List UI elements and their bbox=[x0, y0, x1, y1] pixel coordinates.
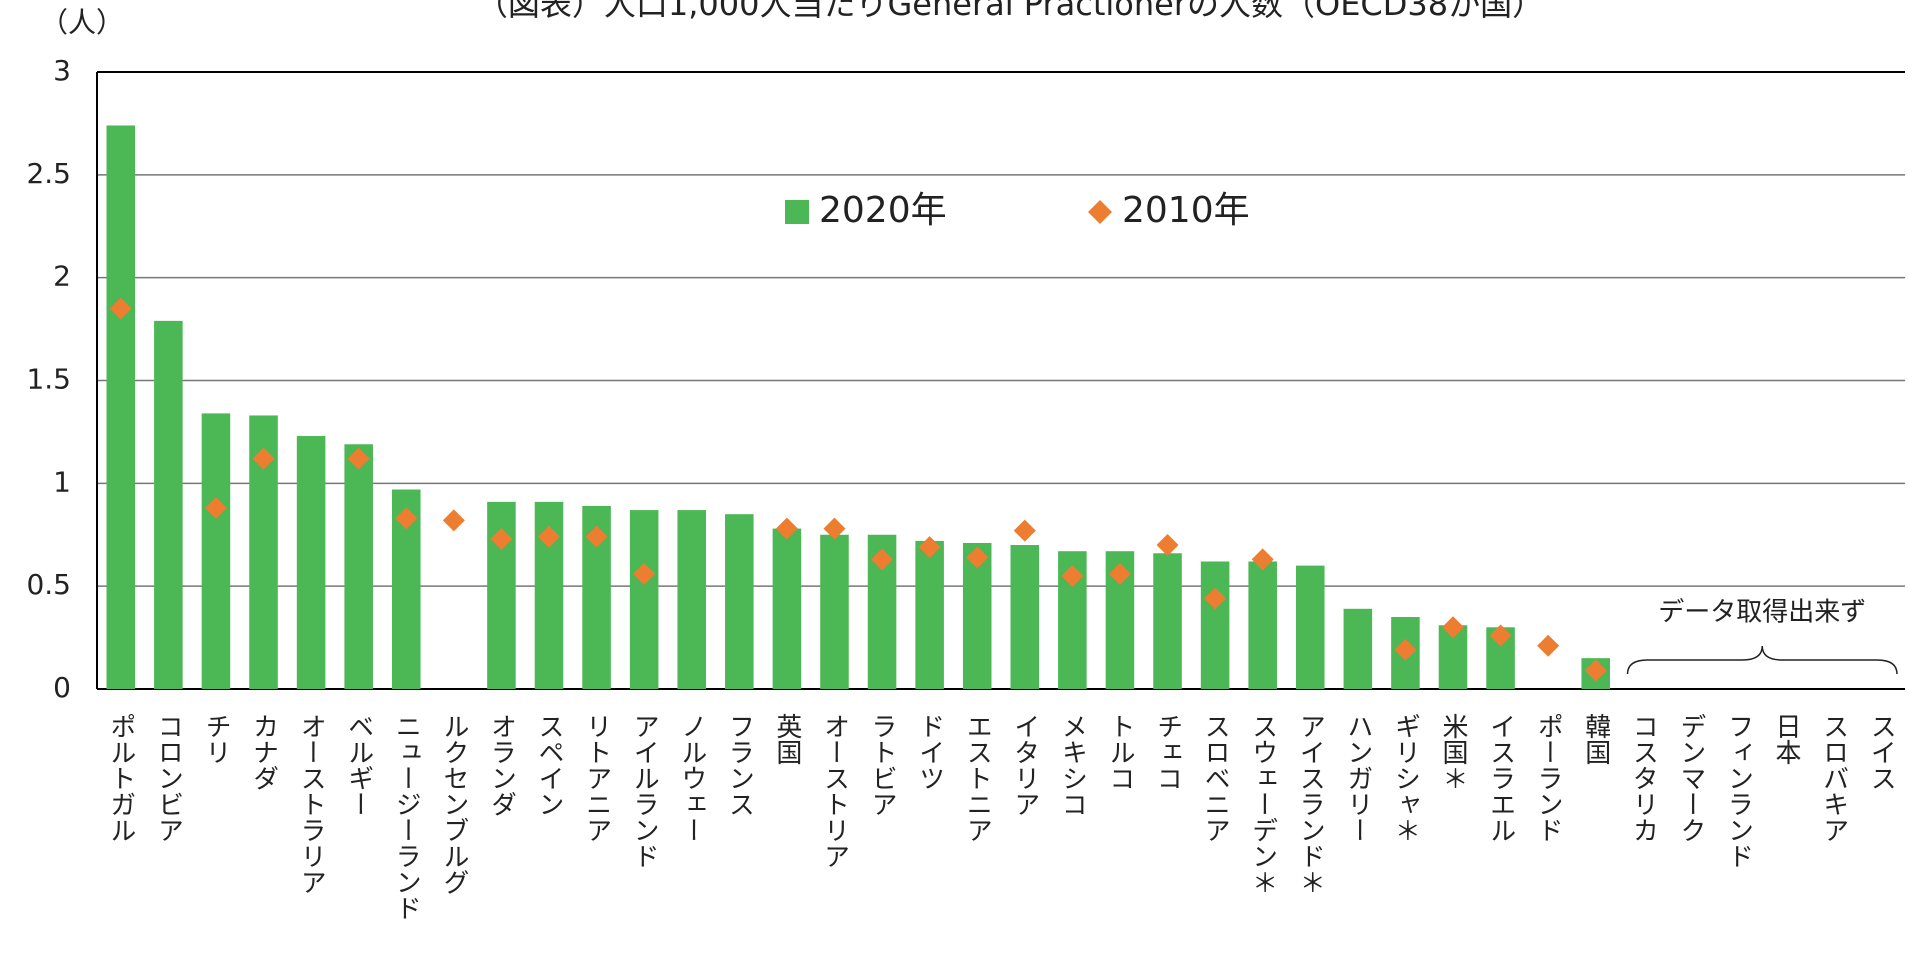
y-tick-label: 2.5 bbox=[26, 157, 71, 190]
bar bbox=[154, 320, 183, 689]
legend-swatch bbox=[1088, 200, 1112, 224]
x-tick-label: フランス bbox=[724, 713, 754, 817]
bar bbox=[1248, 561, 1277, 689]
diamond-marker bbox=[585, 525, 608, 548]
x-tick-label: ドイツ bbox=[915, 713, 945, 791]
x-tick-label: エストニア bbox=[962, 713, 992, 843]
x-tick-label: イタリア bbox=[1010, 713, 1040, 817]
x-tick-label: 韓国 bbox=[1581, 713, 1611, 765]
y-axis-label: （人） bbox=[40, 6, 124, 39]
y-tick-label: 2 bbox=[53, 260, 71, 293]
diamond-marker bbox=[775, 517, 798, 540]
diamond-marker bbox=[1061, 564, 1084, 587]
x-tick-label: オランダ bbox=[486, 713, 516, 817]
bar bbox=[1010, 545, 1040, 689]
x-tick-label: デンマーク bbox=[1676, 713, 1706, 843]
diamond-marker bbox=[1537, 634, 1560, 657]
annotation: データ取得出来ず bbox=[1658, 598, 1866, 628]
x-tick-label: ギリシャ＊ bbox=[1390, 713, 1420, 843]
diamond-marker bbox=[633, 562, 656, 585]
diamond-marker bbox=[966, 546, 989, 569]
diamond-marker bbox=[1204, 587, 1227, 610]
bar bbox=[106, 125, 136, 690]
bar bbox=[820, 534, 849, 689]
diamond-marker bbox=[1442, 616, 1464, 639]
diamond-marker bbox=[1156, 534, 1179, 557]
diamond-marker bbox=[204, 497, 227, 520]
y-tick-label: 1.5 bbox=[26, 363, 71, 396]
x-tick-label: ベルギー bbox=[344, 713, 374, 817]
x-tick-label: スロバキア bbox=[1819, 713, 1849, 843]
annotation-brace bbox=[1626, 645, 1898, 675]
x-tick-label: コスタリカ bbox=[1628, 713, 1658, 843]
x-tick-label: ハンガリー bbox=[1343, 713, 1373, 843]
bar bbox=[677, 510, 707, 689]
x-tick-label: フィンランド bbox=[1723, 713, 1753, 869]
chart-title: （図表）人口1,000人当たりGeneral Practionerの人数（OEC… bbox=[476, 0, 1544, 23]
x-tick-label: ポーランド bbox=[1533, 713, 1563, 843]
x-tick-label: リトアニア bbox=[582, 713, 612, 843]
x-tick-label: アイルランド bbox=[629, 713, 659, 869]
diamond-marker bbox=[1108, 562, 1131, 585]
x-tick-label: ニュージーランド bbox=[391, 713, 421, 921]
diamond-marker bbox=[347, 447, 370, 470]
diamond-marker bbox=[1251, 548, 1274, 571]
diamond-marker bbox=[1013, 519, 1036, 542]
x-tick-label: メキシコ bbox=[1057, 713, 1087, 817]
y-tick-label: 1 bbox=[53, 465, 71, 498]
diamond-marker bbox=[538, 525, 560, 548]
x-tick-label: ポルトガル bbox=[106, 713, 136, 843]
y-tick-label: 3 bbox=[53, 54, 71, 87]
bar bbox=[1343, 608, 1373, 689]
diamond-marker bbox=[490, 527, 513, 550]
x-tick-label: ラトビア bbox=[867, 713, 897, 817]
bar bbox=[1200, 561, 1230, 689]
x-tick-label: チェコ bbox=[1153, 713, 1183, 791]
x-tick-label: 英国 bbox=[772, 713, 802, 765]
y-tick-label: 0.5 bbox=[26, 568, 71, 601]
diamond-marker bbox=[395, 507, 418, 530]
legend-label: 2020年 bbox=[819, 190, 947, 231]
bar bbox=[915, 540, 944, 689]
x-tick-label: コロンビア bbox=[153, 713, 183, 843]
x-tick-label: アイスランド＊ bbox=[1295, 713, 1325, 895]
x-tick-label: オーストラリア bbox=[296, 713, 326, 895]
diamond-marker bbox=[1394, 638, 1417, 661]
bar bbox=[1295, 565, 1325, 689]
diamond-marker bbox=[871, 548, 894, 571]
diamond-marker bbox=[109, 297, 132, 320]
x-tick-label: ルクセンブルグ bbox=[439, 713, 469, 895]
bar bbox=[296, 436, 326, 689]
x-tick-label: スペイン bbox=[534, 713, 564, 817]
bar bbox=[344, 444, 373, 689]
bar bbox=[772, 528, 802, 689]
x-tick-label: 米国＊ bbox=[1438, 713, 1468, 791]
legend-label: 2010年 bbox=[1122, 190, 1250, 231]
diamond-marker bbox=[1584, 659, 1607, 682]
bar bbox=[629, 510, 659, 689]
diamond-marker bbox=[1489, 624, 1512, 647]
x-tick-label: 日本 bbox=[1771, 713, 1801, 765]
diamond-marker bbox=[252, 447, 275, 470]
bar bbox=[725, 514, 754, 689]
x-tick-label: チリ bbox=[201, 713, 231, 765]
diamond-marker bbox=[823, 517, 846, 540]
x-tick-label: イスラエル bbox=[1486, 713, 1516, 843]
diamond-marker bbox=[442, 509, 465, 532]
x-tick-label: トルコ bbox=[1105, 713, 1135, 791]
bar bbox=[1153, 553, 1182, 689]
bar bbox=[201, 413, 231, 689]
y-tick-label: 0 bbox=[53, 671, 71, 704]
x-tick-label: スロベニア bbox=[1200, 713, 1230, 843]
diamond-marker bbox=[918, 536, 941, 559]
x-tick-label: スウェーデン＊ bbox=[1248, 713, 1278, 895]
x-tick-label: スイス bbox=[1866, 713, 1896, 791]
x-tick-label: ノルウェー bbox=[677, 713, 707, 843]
x-tick-label: オーストリア bbox=[819, 713, 849, 869]
x-tick-label: カナダ bbox=[249, 713, 279, 791]
legend-swatch bbox=[785, 200, 809, 224]
